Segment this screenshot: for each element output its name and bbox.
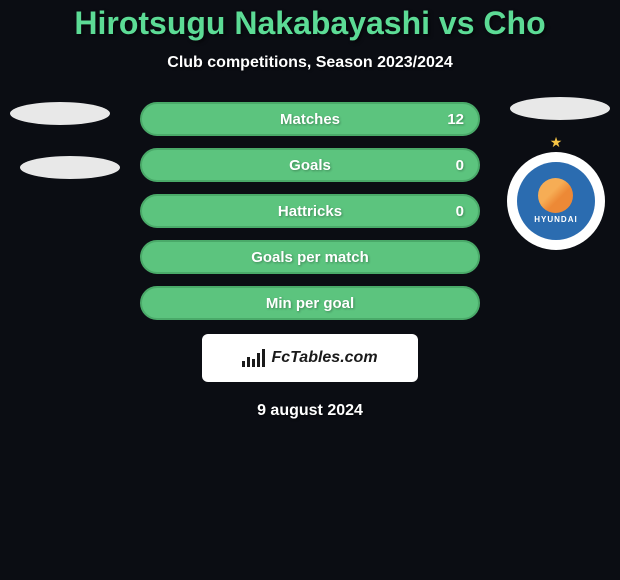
stat-bar-min-per-goal: Min per goal xyxy=(140,286,480,320)
branding-box[interactable]: FcTables.com xyxy=(202,334,418,382)
stat-label: Goals per match xyxy=(251,249,369,266)
page-title: Hirotsugu Nakabayashi vs Cho xyxy=(0,5,620,42)
player-badge-right xyxy=(510,97,610,120)
stat-value: 0 xyxy=(456,203,464,220)
stat-bar-goals-per-match: Goals per match xyxy=(140,240,480,274)
date-text: 9 august 2024 xyxy=(10,402,610,420)
stat-bar-hattricks: Hattricks 0 xyxy=(140,194,480,228)
subtitle: Club competitions, Season 2023/2024 xyxy=(0,54,620,72)
star-icon: ★ xyxy=(550,134,563,151)
stat-value: 12 xyxy=(447,111,464,128)
stat-label: Goals xyxy=(289,157,331,174)
stat-value: 0 xyxy=(456,157,464,174)
player-badge-left-2 xyxy=(20,156,120,179)
stat-bar-matches: Matches 12 xyxy=(140,102,480,136)
player-badge-left-1 xyxy=(10,102,110,125)
branding-text: FcTables.com xyxy=(271,349,377,367)
stat-label: Matches xyxy=(280,111,340,128)
chart-icon xyxy=(242,349,265,367)
tiger-icon xyxy=(538,178,573,213)
stat-bar-goals: Goals 0 xyxy=(140,148,480,182)
stat-label: Hattricks xyxy=(278,203,342,220)
stats-container: ★ HYUNDAI Matches 12 Goals 0 Hattricks 0… xyxy=(0,102,620,420)
club-name: HYUNDAI xyxy=(534,215,577,224)
stat-label: Min per goal xyxy=(266,295,354,312)
club-logo: ★ HYUNDAI xyxy=(507,152,605,250)
